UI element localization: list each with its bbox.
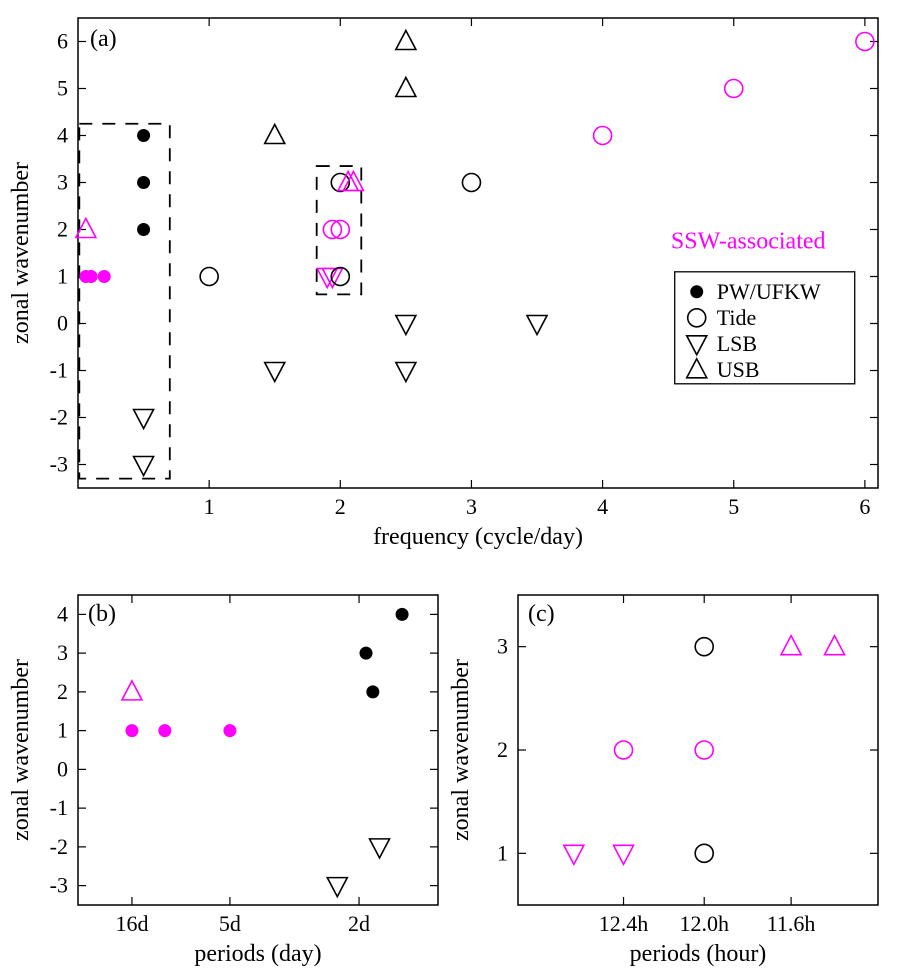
figure-svg: 1 2 3 4 5 6 -3 -2 -1 0 1 2 3 4 5 6 frequency (cycle/day)… [0, 0, 898, 970]
panel-b: -3 -2 -1 0 1 2 3 4 16d 5d 2d periods (day) zonal wav… [8, 595, 438, 967]
svg-text:1: 1 [497, 840, 508, 865]
figure-container: 1 2 3 4 5 6 -3 -2 -1 0 1 2 3 4 5 6 frequency (cycle/day)… [0, 0, 898, 970]
svg-text:-2: -2 [50, 834, 68, 859]
ylabel-b: zonal wavenumber [8, 659, 34, 841]
panel-a: 1 2 3 4 5 6 -3 -2 -1 0 1 2 3 4 5 6 frequency (cycle/day)… [8, 18, 878, 550]
xlabel-c: periods (hour) [630, 941, 767, 967]
svg-text:0: 0 [57, 311, 68, 336]
svg-text:16d: 16d [115, 911, 148, 936]
dashed-box [79, 124, 169, 479]
svg-text:-2: -2 [50, 405, 68, 430]
svg-text:1: 1 [57, 264, 68, 289]
svg-text:1: 1 [57, 718, 68, 743]
svg-text:3: 3 [466, 494, 477, 519]
svg-text:12.4h: 12.4h [599, 911, 649, 936]
svg-text:2: 2 [57, 679, 68, 704]
svg-text:-3: -3 [50, 452, 68, 477]
ylabel-a: zonal wavenumber [8, 162, 34, 344]
panel-c: 1 2 3 12.4h 12.0h 11.6hperiods (hour) zonal wa… [448, 595, 878, 967]
svg-text:2: 2 [497, 737, 508, 762]
panel-label-c: (c) [528, 601, 555, 627]
svg-text:3: 3 [497, 634, 508, 659]
ylabel-c: zonal wavenumber [448, 659, 474, 841]
svg-text:12.0h: 12.0h [679, 911, 729, 936]
svg-text:4: 4 [57, 601, 68, 626]
xlabel-a: frequency (cycle/day) [373, 524, 583, 550]
svg-text:-1: -1 [50, 358, 68, 383]
svg-text:6: 6 [859, 494, 870, 519]
svg-text:-1: -1 [50, 795, 68, 820]
svg-text:0: 0 [57, 756, 68, 781]
svg-text:11.6h: 11.6h [767, 911, 816, 936]
svg-text:2: 2 [335, 494, 346, 519]
legend-label: PW/UFKW [717, 279, 821, 304]
svg-text:2d: 2d [348, 911, 370, 936]
panel-label-a: (a) [90, 26, 117, 52]
svg-text:4: 4 [57, 123, 68, 148]
annotation-ssw: SSW-associated [671, 228, 826, 254]
svg-text:6: 6 [57, 29, 68, 54]
legend-label: Tide [717, 305, 757, 330]
svg-text:-3: -3 [50, 873, 68, 898]
svg-text:5: 5 [57, 76, 68, 101]
svg-text:3: 3 [57, 170, 68, 195]
svg-text:5: 5 [728, 494, 739, 519]
svg-text:4: 4 [597, 494, 608, 519]
svg-text:5d: 5d [219, 911, 241, 936]
svg-text:3: 3 [57, 640, 68, 665]
svg-text:1: 1 [204, 494, 215, 519]
legend-label: LSB [717, 331, 757, 356]
svg-text:2: 2 [57, 217, 68, 242]
legend-label: USB [717, 357, 760, 382]
xlabel-b: periods (day) [194, 941, 321, 967]
panel-label-b: (b) [88, 601, 116, 627]
